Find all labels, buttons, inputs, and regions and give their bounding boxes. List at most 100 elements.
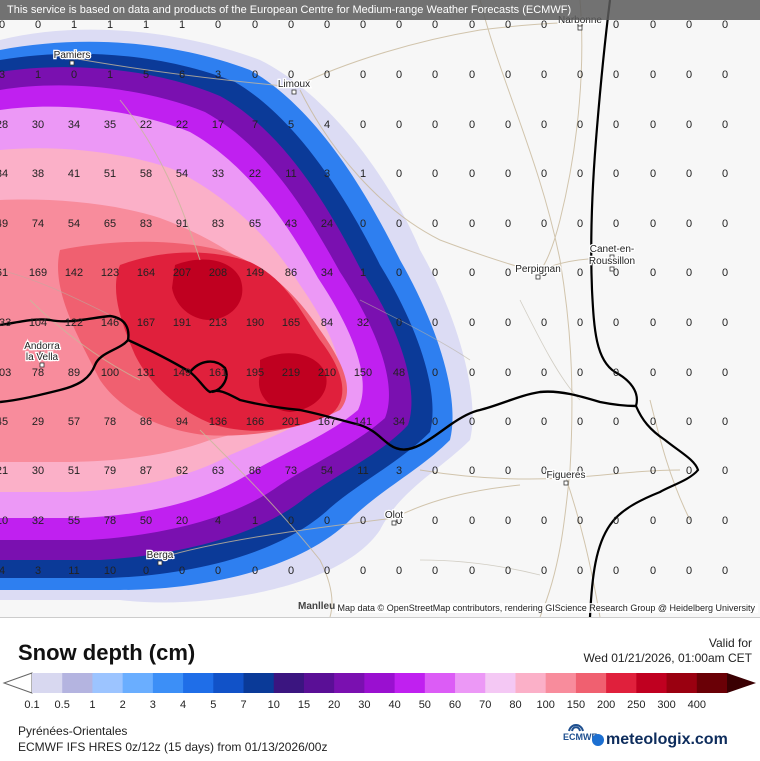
grid-value: 63 (212, 465, 224, 477)
grid-value: 0 (505, 168, 511, 180)
grid-value: 0 (469, 367, 475, 379)
grid-value: 5 (288, 119, 294, 131)
grid-value: 0 (396, 317, 402, 329)
grid-value: 17 (212, 119, 224, 131)
grid-value: 0 (577, 317, 583, 329)
city-label: Figueres (547, 470, 586, 481)
city-marker (39, 362, 45, 368)
color-bar-tick: 100 (536, 699, 555, 711)
color-bar (2, 672, 756, 694)
grid-value: 0 (686, 168, 692, 180)
grid-value: 0 (143, 565, 149, 577)
grid-value: 0 (722, 19, 728, 31)
grid-value: 166 (246, 416, 264, 428)
color-bar-segment (364, 673, 396, 693)
grid-value: 0 (288, 515, 294, 527)
color-bar-segment (575, 673, 607, 693)
grid-value: 0 (650, 515, 656, 527)
snow-depth-values: 0 0 1 1 1 1 0 0 0 0 0 0 0 0 0 0 0 0 0 0 03 1 0 1 5 6 3 0 0 0 0 0 0 0 0 0 0 0 0… (0, 19, 728, 577)
grid-value: 0 (0, 19, 5, 31)
legend-panel: Snow depth (cm) Valid for Wed 01/21/2026… (0, 617, 760, 761)
color-bar-segment (92, 673, 124, 693)
color-bar-min-arrow (2, 672, 33, 694)
grid-value: 58 (140, 168, 152, 180)
grid-value: 4 (0, 565, 5, 577)
grid-value: 149 (246, 267, 264, 279)
grid-value: 0 (650, 565, 656, 577)
grid-value: 3 (396, 465, 402, 477)
grid-value: 54 (321, 465, 333, 477)
roads (29, 0, 691, 617)
grid-value: 86 (140, 416, 152, 428)
color-bar-segment (303, 673, 335, 693)
grid-value: 0 (613, 119, 619, 131)
grid-value: 0 (432, 119, 438, 131)
grid-value: 0 (686, 19, 692, 31)
color-bar-segment (545, 673, 577, 693)
grid-value: 0 (324, 19, 330, 31)
grid-value: 0 (396, 565, 402, 577)
city-marker (69, 60, 75, 66)
grid-value: 0 (577, 416, 583, 428)
grid-value: 33 (212, 168, 224, 180)
grid-value: 65 (104, 218, 116, 230)
grid-value: 0 (613, 218, 619, 230)
grid-value: 0 (469, 416, 475, 428)
color-bar-tick: 4 (180, 699, 187, 711)
snow-depth-map: 0 0 1 1 1 1 0 0 0 0 0 0 0 0 0 0 0 0 0 0 03 1 0 1 5 6 3 0 0 0 0 0 0 0 0 0 0 0 0… (0, 0, 728, 617)
grid-value: 0 (577, 218, 583, 230)
grid-value: 0 (469, 565, 475, 577)
grid-value: 0 (469, 119, 475, 131)
grid-value: 4 (215, 515, 221, 527)
model-info: ECMWF IFS HRES 0z/12z (15 days) from 01/… (18, 740, 328, 754)
grid-value: 0 (469, 465, 475, 477)
city-marker (535, 274, 541, 280)
grid-value: 0 (469, 19, 475, 31)
grid-value: 41 (68, 168, 80, 180)
grid-value: 29 (32, 416, 44, 428)
grid-value: 133 (0, 317, 11, 329)
city-marker (291, 89, 297, 95)
grid-value: 131 (137, 367, 155, 379)
grid-value: 0 (469, 218, 475, 230)
color-bar-tick: 60 (448, 699, 462, 711)
city-label: la Vella (26, 352, 59, 363)
grid-value: 0 (505, 367, 511, 379)
color-bar-segment (515, 673, 547, 693)
grid-value: 0 (650, 465, 656, 477)
grid-value: 30 (32, 465, 44, 477)
color-bar-segment (394, 673, 426, 693)
grid-value: 7 (252, 119, 258, 131)
grid-value: 136 (209, 416, 227, 428)
map-attribution[interactable]: Map data © OpenStreetMap contributors, r… (334, 603, 758, 613)
color-bar-segment (485, 673, 516, 693)
grid-value: 0 (505, 465, 511, 477)
grid-value: 54 (176, 168, 188, 180)
grid-value: 0 (432, 465, 438, 477)
meteologix-brand[interactable]: meteologix.com (606, 731, 728, 748)
color-bar-tick: 20 (328, 699, 341, 711)
grid-value: 0 (686, 367, 692, 379)
color-bar-tick: 2 (119, 699, 126, 711)
color-bar-tick: 10 (267, 699, 280, 711)
color-bar-tick: 5 (210, 699, 217, 711)
color-bar-segment (636, 673, 668, 693)
grid-value: 1 (71, 19, 77, 31)
city-label: Perpignan (515, 264, 561, 275)
grid-value: 0 (541, 69, 547, 81)
grid-value: 54 (68, 218, 80, 230)
grid-value: 0 (686, 267, 692, 279)
grid-value: 34 (393, 416, 405, 428)
grid-value: 79 (104, 465, 116, 477)
grid-value: 0 (432, 565, 438, 577)
grid-value: 0 (469, 317, 475, 329)
grid-value: 0 (577, 515, 583, 527)
grid-value: 0 (505, 416, 511, 428)
grid-value: 0 (432, 168, 438, 180)
color-bar-tick: 1 (89, 699, 96, 711)
grid-value: 1 (143, 19, 149, 31)
grid-value: 0 (650, 119, 656, 131)
grid-value: 34 (321, 267, 333, 279)
grid-value: 1 (252, 515, 258, 527)
